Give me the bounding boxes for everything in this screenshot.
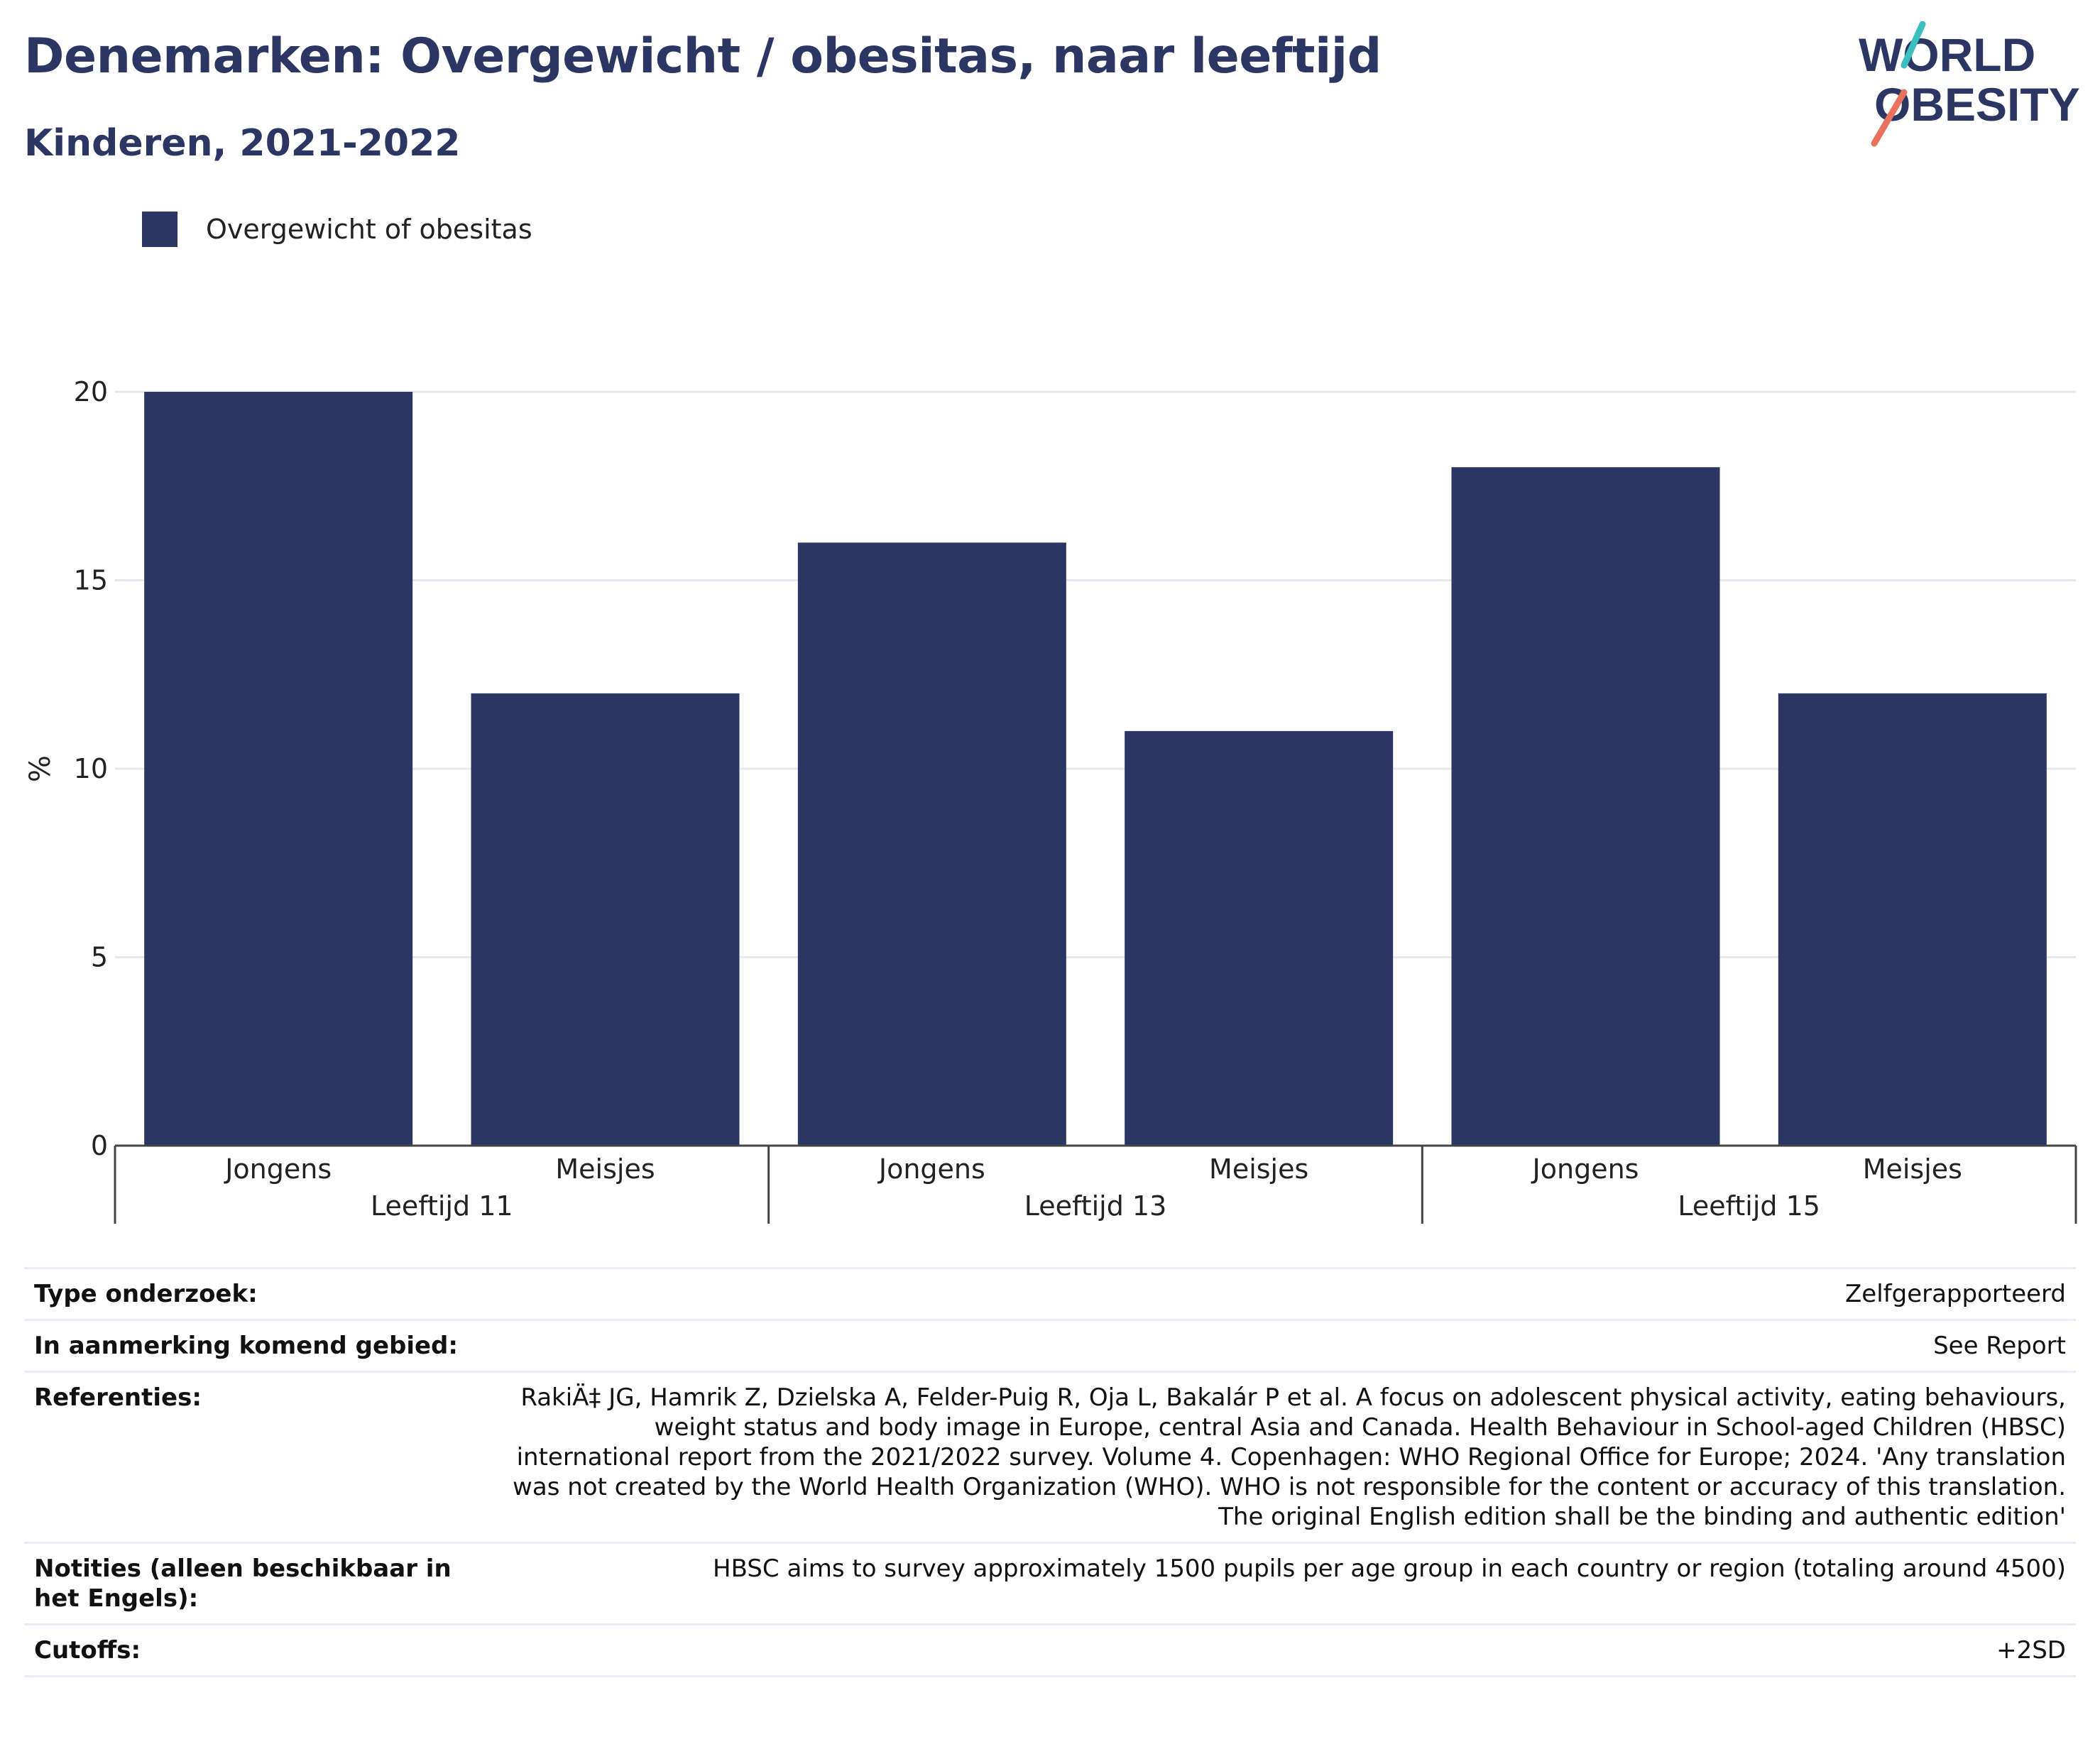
logo-line-2: OBESITY <box>1874 78 2080 131</box>
info-row: Type onderzoek: Zelfgerapporteerd <box>24 1267 2076 1320</box>
x-tick-label: Jongens <box>877 1153 985 1185</box>
logo-teal-stroke <box>1901 21 1926 69</box>
y-tick-label: 20 <box>74 376 108 407</box>
x-tick-label: Jongens <box>1531 1153 1639 1185</box>
legend-label: Overgewicht of obesitas <box>206 214 532 245</box>
info-table: Type onderzoek: Zelfgerapporteerd In aanme… <box>24 1267 2076 1677</box>
group-label: Leeftijd 15 <box>1678 1190 1820 1222</box>
group-label: Leeftijd 13 <box>1024 1190 1167 1222</box>
group-label: Leeftijd 11 <box>371 1190 513 1222</box>
info-key: Cutoffs: <box>24 1623 498 1677</box>
bar <box>1451 467 1720 1146</box>
x-tick-label: Jongens <box>224 1153 332 1185</box>
chart-legend: Overgewicht of obesitas <box>142 210 532 248</box>
page-title: Denemarken: Overgewicht / obesitas, naar… <box>24 28 1382 84</box>
x-tick-label: Meisjes <box>1863 1153 1962 1185</box>
info-value: See Report <box>498 1319 2076 1372</box>
logo-coral-stroke <box>1871 89 1908 147</box>
info-row: In aanmerking komend gebied: See Report <box>24 1319 2076 1372</box>
info-key: Type onderzoek: <box>24 1267 498 1320</box>
info-key: In aanmerking komend gebied: <box>24 1319 498 1372</box>
bar <box>471 693 740 1146</box>
info-value: HBSC aims to survey approximately 1500 p… <box>498 1542 2076 1625</box>
info-value: +2SD <box>498 1623 2076 1677</box>
bar <box>144 392 413 1146</box>
y-tick-label: 10 <box>74 753 108 784</box>
bar <box>1778 693 2047 1146</box>
bar-chart: 0 5 10 15 20% Jongens Meisjes Jongens Meisjes Jon… <box>24 376 2077 1224</box>
info-row: Referenties: RakiÄ‡ JG, Hamrik Z, Dzielsk… <box>24 1371 2076 1543</box>
y-tick-label: 15 <box>74 565 108 596</box>
y-tick-label: 5 <box>91 942 108 973</box>
info-row: Notities (alleen beschikbaar in het Enge… <box>24 1542 2076 1625</box>
bar <box>797 542 1066 1146</box>
info-value: RakiÄ‡ JG, Hamrik Z, Dzielska A, Felder-… <box>498 1371 2076 1543</box>
x-tick-label: Meisjes <box>555 1153 655 1185</box>
y-tick-label: 0 <box>91 1130 108 1161</box>
info-key: Referenties: <box>24 1371 498 1543</box>
info-key: Notities (alleen beschikbaar in het Enge… <box>24 1542 498 1625</box>
bar <box>1125 730 1394 1146</box>
legend-swatch <box>142 212 177 247</box>
info-row: Cutoffs: +2SD <box>24 1623 2076 1677</box>
info-value: Zelfgerapporteerd <box>498 1267 2076 1320</box>
logo-line-1: WORLD <box>1859 28 2035 81</box>
page-subtitle: Kinderen, 2021-2022 <box>24 122 461 165</box>
x-tick-label: Meisjes <box>1209 1153 1308 1185</box>
world-obesity-logo: WORLD OBESITY <box>1859 21 2080 147</box>
y-axis-label: % <box>24 755 57 782</box>
